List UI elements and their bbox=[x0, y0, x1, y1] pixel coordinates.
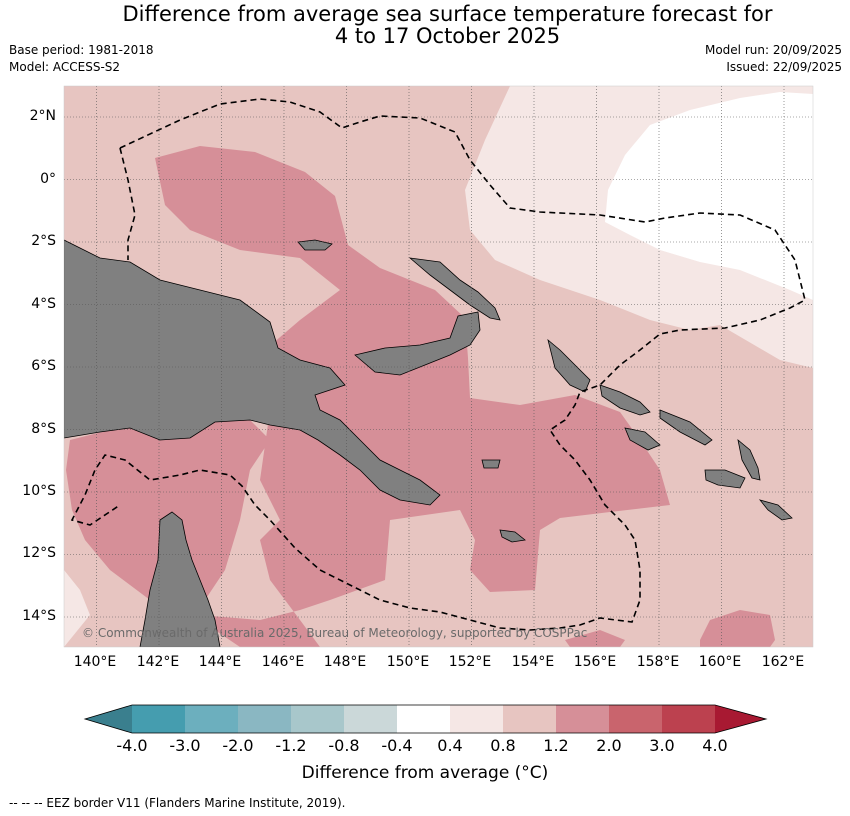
anomaly-region-west bbox=[66, 146, 670, 647]
lat-label: 8°S bbox=[31, 421, 56, 437]
colorbar-tick: 4.0 bbox=[702, 736, 728, 755]
lat-label: 12°S bbox=[22, 545, 56, 561]
land-guadalcanal bbox=[704, 469, 746, 489]
lon-label: 144°E bbox=[198, 654, 242, 670]
land-new-britain bbox=[354, 311, 481, 376]
colorbar-swatch bbox=[291, 705, 344, 733]
lon-label: 152°E bbox=[448, 654, 492, 670]
lon-label: 154°E bbox=[511, 654, 555, 670]
issued-date: Issued: 22/09/2025 bbox=[726, 60, 842, 74]
map-frame bbox=[63, 85, 814, 648]
colorbar-tick: -1.2 bbox=[275, 736, 307, 755]
colorbar-tick: 2.0 bbox=[596, 736, 622, 755]
colorbar-swatch bbox=[556, 705, 609, 733]
lon-label: 148°E bbox=[323, 654, 367, 670]
land-choiseul bbox=[599, 384, 651, 416]
lat-label: 4°S bbox=[31, 296, 56, 312]
land-new-ireland bbox=[408, 257, 501, 321]
model-run: Model run: 20/09/2025 bbox=[704, 43, 842, 57]
lat-label: 2°N bbox=[29, 108, 56, 124]
colorbar bbox=[83, 704, 768, 734]
lon-label: 156°E bbox=[573, 654, 617, 670]
anomaly-region-southeast bbox=[700, 610, 775, 647]
lat-label: 2°S bbox=[31, 233, 56, 249]
title-line-2: 4 to 17 October 2025 bbox=[334, 24, 561, 48]
colorbar-tick: -3.0 bbox=[169, 736, 201, 755]
colorbar-swatch bbox=[185, 705, 238, 733]
meta-left: Base period: 1981-2018 Model: ACCESS-S2 bbox=[9, 42, 154, 76]
colorbar-under-arrow bbox=[85, 705, 132, 733]
lat-label: 10°S bbox=[22, 483, 56, 499]
land-cape-york bbox=[139, 511, 221, 647]
colorbar-tick: -0.4 bbox=[381, 736, 413, 755]
anomaly-region-southwest-light bbox=[64, 570, 90, 647]
base-period: Base period: 1981-2018 bbox=[9, 43, 154, 57]
colorbar-over-arrow bbox=[715, 705, 766, 733]
land-new-georgia bbox=[624, 427, 661, 451]
land-santa-isabel bbox=[659, 409, 713, 446]
lon-label: 140°E bbox=[73, 654, 117, 670]
lon-label: 160°E bbox=[698, 654, 742, 670]
land-dentrecasteaux bbox=[481, 459, 501, 469]
colorbar-tick: -0.8 bbox=[328, 736, 360, 755]
colorbar-tick: 0.4 bbox=[437, 736, 463, 755]
eez-border-png-west bbox=[119, 147, 136, 260]
colorbar-tick: -4.0 bbox=[116, 736, 148, 755]
land-malaita bbox=[737, 438, 761, 481]
colorbar-swatch bbox=[662, 705, 715, 733]
land-new-guinea bbox=[64, 239, 441, 506]
colorbar-tick: 0.8 bbox=[490, 736, 516, 755]
lon-label: 162°E bbox=[761, 654, 805, 670]
lon-label: 158°E bbox=[636, 654, 680, 670]
colorbar-swatch bbox=[609, 705, 662, 733]
eez-borders bbox=[70, 98, 806, 631]
colorbar-tick: 3.0 bbox=[649, 736, 675, 755]
colorbar-tick: -2.0 bbox=[222, 736, 254, 755]
colorbar-swatch bbox=[503, 705, 556, 733]
lat-label: 0° bbox=[40, 171, 56, 187]
copyright-notice: © Commonwealth of Australia 2025, Bureau… bbox=[82, 626, 588, 640]
lat-label: 6°S bbox=[31, 358, 56, 374]
colorbar-swatch bbox=[238, 705, 291, 733]
lon-label: 142°E bbox=[136, 654, 180, 670]
anomaly-region-neutral bbox=[605, 92, 813, 300]
chart-title: Difference from average sea surface temp… bbox=[0, 3, 850, 47]
colorbar-swatch bbox=[397, 705, 450, 733]
lon-label: 150°E bbox=[386, 654, 430, 670]
lon-label: 146°E bbox=[261, 654, 305, 670]
colorbar-title: Difference from average (°C) bbox=[301, 763, 549, 783]
land-louisiade bbox=[499, 529, 526, 543]
model-name: Model: ACCESS-S2 bbox=[9, 60, 121, 74]
colorbar-swatch bbox=[344, 705, 397, 733]
graticule bbox=[64, 86, 813, 647]
lat-label: 14°S bbox=[22, 608, 56, 624]
title-line-1: Difference from average sea surface temp… bbox=[122, 2, 773, 26]
eez-border-png bbox=[70, 98, 806, 631]
meta-right: Model run: 20/09/2025 Issued: 22/09/2025 bbox=[705, 42, 842, 76]
colorbar-outline bbox=[83, 704, 768, 734]
colorbar-swatch bbox=[132, 705, 185, 733]
colorbar-swatch bbox=[450, 705, 503, 733]
land-manus bbox=[297, 239, 333, 251]
anomaly-region-south bbox=[565, 630, 625, 647]
land-bougainville bbox=[547, 338, 591, 393]
colorbar-tick: 1.2 bbox=[543, 736, 569, 755]
eez-footnote: -- -- -- EEZ border V11 (Flanders Marine… bbox=[9, 796, 346, 810]
